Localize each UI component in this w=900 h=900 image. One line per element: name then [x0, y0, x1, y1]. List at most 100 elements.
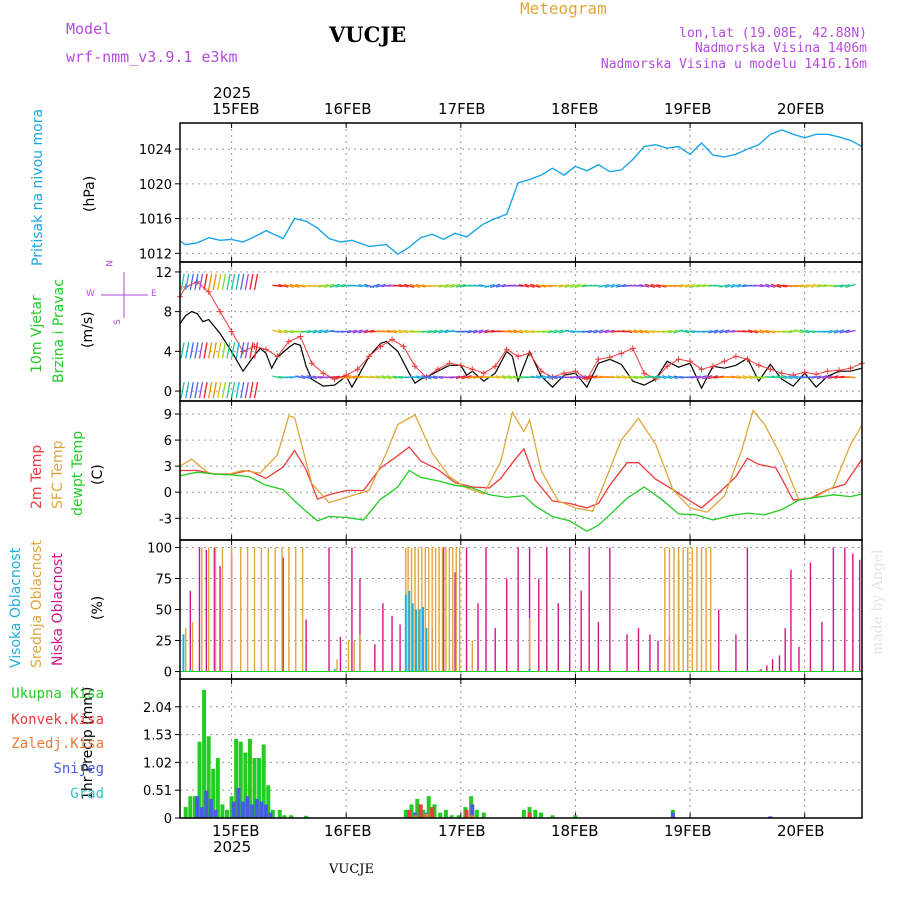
- wind-direction-arrow: [679, 283, 690, 288]
- wind-gust-marker: [457, 362, 464, 369]
- convective-rain-bar: [407, 809, 412, 818]
- rain-total-bar: [211, 768, 216, 818]
- freezing-rain-bar: [424, 813, 429, 818]
- wind-direction-arrow: [185, 381, 190, 399]
- wind-direction-arrow: [217, 342, 222, 359]
- wind-direction-arrow: [535, 283, 547, 288]
- wind-direction-arrow: [598, 283, 610, 288]
- wind-gust-marker: [560, 370, 567, 377]
- wind-direction-arrow: [759, 283, 770, 288]
- wind-direction-arrow: [616, 375, 627, 380]
- wind-direction-arrow: [203, 273, 208, 291]
- rain-total-bar: [289, 815, 294, 818]
- wind-direction-arrow: [185, 342, 190, 359]
- wind-direction-arrow: [621, 375, 633, 380]
- wind-direction-arrow: [455, 375, 467, 380]
- snow-bar: [259, 801, 264, 818]
- wind-direction-arrow: [776, 283, 787, 288]
- wind-direction-arrow: [575, 375, 587, 380]
- wind-direction-arrow: [707, 375, 719, 380]
- wind-gust-marker: [629, 345, 636, 352]
- wind-direction-arrow: [244, 273, 249, 291]
- wind-direction-arrow: [198, 381, 204, 399]
- rain-total-bar: [215, 758, 220, 818]
- altitude-label: Nadmorska Visina 1406m: [694, 41, 867, 56]
- model-altitude-label: Nadmorska Visina u modelu 1416.16m: [600, 57, 867, 72]
- bottom-day-label-20feb: 20FEB: [777, 822, 825, 840]
- wind-direction-arrow: [221, 273, 227, 291]
- wind-direction-arrow: [226, 273, 231, 291]
- wind-direction-arrow: [240, 273, 245, 291]
- wind-direction-arrow: [235, 381, 240, 399]
- wind-direction-arrow: [684, 283, 696, 288]
- wind-direction-arrow: [404, 283, 415, 288]
- wind-gust-marker: [687, 358, 694, 365]
- wind-direction-arrow: [484, 329, 495, 334]
- footer-station: VUCJE: [329, 862, 374, 877]
- wind-direction-arrow: [432, 375, 444, 379]
- wind-direction-arrow: [444, 283, 455, 288]
- wind-direction-arrow: [180, 342, 185, 359]
- wind-gust-marker: [698, 366, 705, 373]
- rain-total-bar: [415, 798, 420, 818]
- wind-gust-marker: [354, 366, 361, 373]
- snow-bar: [470, 804, 475, 818]
- model-name: wrf-nmm_v3.9.1 e3km: [66, 48, 238, 66]
- top-day-label-16feb: 16FEB: [324, 100, 372, 118]
- wind-direction-arrow: [753, 284, 764, 288]
- wind-direction-arrow: [318, 284, 329, 288]
- wind-direction-arrow: [501, 330, 512, 333]
- wind-direction-arrow: [656, 283, 667, 288]
- wind-direction-arrow: [335, 375, 346, 380]
- wind-direction-arrow: [461, 375, 472, 380]
- wind-gust-marker: [641, 370, 648, 377]
- wind-direction-arrow: [312, 375, 323, 379]
- wind-direction-arrow: [558, 283, 570, 288]
- wind-gust-marker: [308, 360, 315, 367]
- wind-direction-arrow: [203, 381, 208, 399]
- wind-gust-marker: [285, 338, 292, 345]
- compass-east-label: E: [151, 289, 157, 299]
- y-tick-label: 50: [155, 604, 172, 619]
- wind-direction-arrow: [189, 381, 194, 399]
- panel-frame: [179, 678, 863, 819]
- y-tick-label: 6: [164, 434, 172, 449]
- wind-direction-arrow: [306, 375, 318, 380]
- wind-direction-arrow: [421, 375, 432, 380]
- y-tick-label: 1.53: [143, 729, 172, 744]
- top-day-label-20feb: 20FEB: [777, 100, 825, 118]
- wind-direction-arrow: [593, 375, 604, 379]
- wind-direction-arrow: [696, 283, 707, 288]
- wind-direction-arrow: [833, 284, 845, 288]
- wind-direction-arrow: [490, 283, 501, 288]
- y-tick-label: 3: [164, 460, 172, 475]
- y-tick-label: 1016: [139, 213, 172, 228]
- rain-total-bar: [282, 815, 287, 818]
- wind-direction-arrow: [272, 375, 283, 379]
- wind-direction-arrow: [530, 375, 541, 379]
- rain-total-bar: [533, 809, 538, 818]
- rain-total-bar: [443, 809, 448, 818]
- wind-direction-arrow: [667, 375, 679, 380]
- wind-direction-arrow: [318, 329, 329, 334]
- wind-direction-arrow: [512, 375, 524, 379]
- wind-direction-arrow: [230, 273, 236, 291]
- wind-direction-arrow: [300, 330, 312, 333]
- wind-gust-marker: [709, 363, 716, 370]
- wind-direction-arrow: [616, 283, 627, 288]
- rain-total-bar: [229, 796, 234, 818]
- wind-direction-arrow: [524, 283, 535, 288]
- wind-gust-marker: [675, 356, 682, 363]
- wind-direction-arrow: [249, 273, 254, 291]
- wind-direction-arrow: [398, 329, 409, 334]
- wind-direction-arrow: [272, 284, 283, 288]
- legend-konvek-kisa: Konvek.Kisa: [11, 712, 104, 728]
- wind-direction-arrow: [438, 284, 449, 288]
- snow-bar: [263, 804, 268, 818]
- wind-direction-arrow: [253, 381, 259, 399]
- wind-direction-arrow: [392, 284, 403, 288]
- wind-direction-arrow: [212, 273, 217, 291]
- wind-direction-arrow: [684, 329, 696, 334]
- rain-total-bar: [261, 744, 266, 818]
- wind-direction-arrow: [788, 375, 799, 380]
